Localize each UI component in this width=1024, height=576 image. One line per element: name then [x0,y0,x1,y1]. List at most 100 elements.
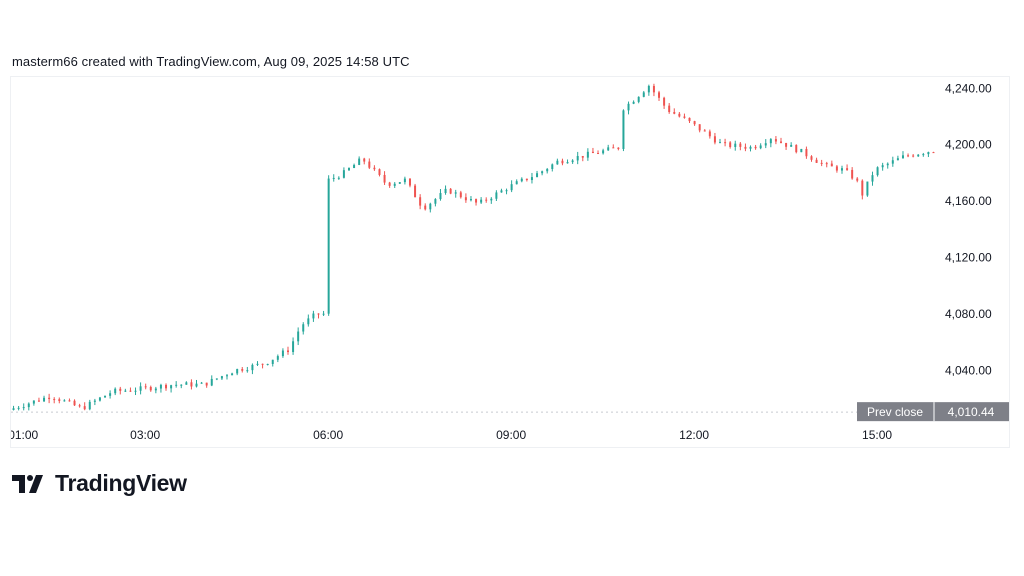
chart-caption: masterm66 created with TradingView.com, … [12,54,410,69]
candle-down [459,192,462,198]
candle-up [200,382,203,384]
candle-down [861,180,864,196]
candle-down [932,152,935,154]
candle-up [271,359,274,364]
candle-up [297,331,300,342]
candle-down [414,185,417,198]
time-tick-label: 15:00 [862,428,892,442]
candle-up [759,145,762,149]
candle-up [403,178,406,183]
candle-up [63,400,66,402]
candle-down [119,388,122,391]
candle-down [48,397,51,400]
candle-up [195,383,198,387]
candle-down [713,136,716,143]
candle-up [342,170,345,178]
candle-up [719,142,722,144]
candle-down [581,155,584,158]
candle-down [378,169,381,175]
candle-down [785,142,788,147]
candle-down [83,406,86,410]
tradingview-brand[interactable]: TradingView [12,470,187,497]
candle-up [566,162,569,164]
candle-down [525,178,528,181]
candle-up [505,190,508,192]
candle-up [469,199,472,201]
candle-up [647,85,650,93]
candle-up [901,155,904,159]
candle-up [215,378,218,380]
candle-up [510,184,513,191]
candle-up [749,146,752,149]
candle-up [586,151,589,158]
candle-up [88,401,91,410]
candle-up [607,147,610,151]
candle-series [12,83,935,411]
candle-up [398,182,401,184]
candle-up [231,373,234,376]
candle-up [886,163,889,166]
candle-down [744,146,747,149]
time-tick-label: 03:00 [130,428,160,442]
candle-down [58,399,61,401]
candle-up [332,177,335,179]
candle-down [617,147,620,149]
candle-up [139,386,142,391]
prev-close-badge-background [857,402,1009,422]
candle-up [175,384,178,386]
candle-down [663,97,666,106]
candle-up [109,393,112,396]
candle-down [37,400,40,402]
price-tick-label: 4,160.00 [945,194,992,208]
candle-up [896,158,899,161]
candle-down [693,121,696,125]
candle-up [12,408,15,410]
candle-down [780,141,782,143]
candlestick-chart[interactable]: 4,040.00 4,080.00 4,120.00 4,160.00 4,200.00… [11,77,1011,449]
price-axis[interactable]: 4,040.00 4,080.00 4,120.00 4,160.00 4,200.00… [945,81,992,377]
candle-down [368,161,371,168]
candle-down [688,117,691,122]
candle-up [292,341,295,353]
candle-down [129,390,132,392]
candle-up [800,148,803,153]
candle-up [98,397,101,401]
candle-down [668,105,671,113]
candle-down [683,116,686,118]
candle-down [774,139,777,142]
candle-up [556,160,559,165]
candle-down [907,155,910,157]
candle-down [739,143,742,147]
candle-up [32,400,35,404]
candle-down [856,178,859,181]
candle-up [551,164,554,169]
candle-down [912,155,915,157]
candle-up [358,158,361,165]
candle-up [17,407,20,409]
candle-up [159,384,162,389]
candle-up [434,199,437,204]
candle-down [673,112,676,114]
time-tick-label: 06:00 [313,428,343,442]
time-axis[interactable]: 01:00 03:00 06:00 09:00 12:00 15:00 [11,428,892,442]
candle-up [393,183,396,186]
chart-area[interactable]: 4,040.00 4,080.00 4,120.00 4,160.00 4,200.00… [10,76,1010,448]
candle-down [241,369,244,371]
candle-down [754,146,757,149]
candle-down [449,188,452,194]
candle-down [144,386,147,388]
candle-up [622,110,625,149]
candle-down [729,142,732,148]
candle-down [652,85,655,93]
candle-down [205,382,208,386]
candle-up [444,188,447,194]
candle-up [170,385,173,389]
candle-down [475,199,478,203]
prev-close-label: Prev close [867,405,923,419]
candle-down [591,151,594,154]
candle-up [124,390,127,392]
candle-down [846,168,849,170]
candle-up [454,192,457,194]
candle-up [307,318,310,325]
candle-down [835,166,838,171]
